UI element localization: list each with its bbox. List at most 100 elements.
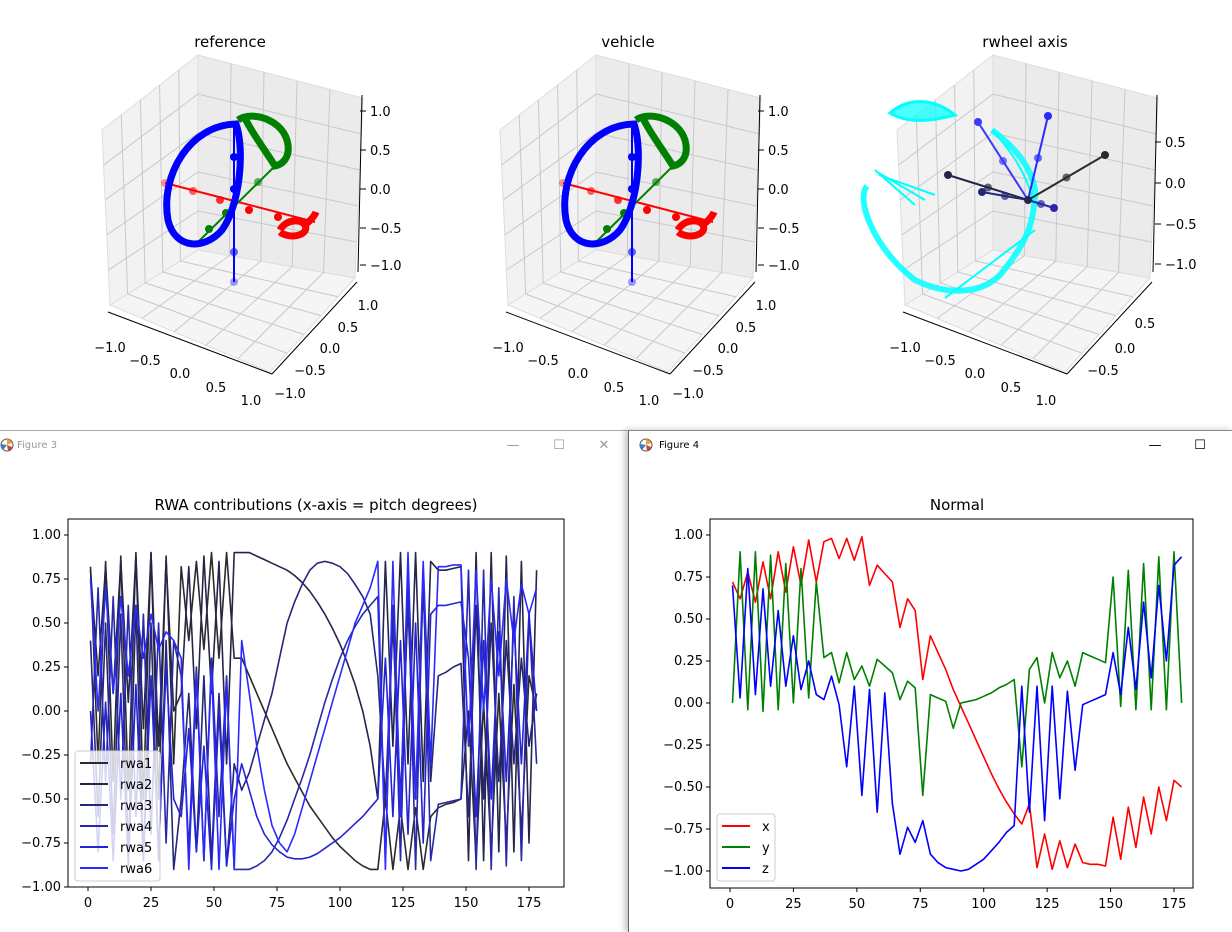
rwa-axis-point	[1034, 154, 1042, 162]
axis-point	[161, 179, 169, 187]
axis-point	[245, 206, 253, 214]
axis-point	[230, 278, 238, 286]
z-axis-line	[357, 94, 363, 273]
y-trace-loop	[633, 112, 690, 170]
y-tick-label: −0.5	[294, 364, 326, 379]
x-body-axis-line	[562, 182, 714, 223]
minimize-button[interactable]: —	[1148, 438, 1162, 453]
rwa-axis-point	[1050, 204, 1058, 212]
axis-point	[628, 153, 636, 161]
z-axis-line	[1152, 94, 1158, 273]
grid-line	[973, 69, 976, 262]
floor-pane	[108, 249, 356, 373]
rwa-axis-point	[978, 188, 986, 196]
axis-point	[628, 278, 636, 286]
grid-line	[934, 99, 941, 284]
axis-point	[216, 196, 224, 204]
grid-line	[108, 210, 357, 271]
axis-point	[230, 248, 238, 256]
z-tick-label: 0.5	[370, 144, 391, 159]
z-tick-label: −0.5	[768, 222, 800, 237]
axis-point	[189, 187, 197, 195]
grid-line	[968, 260, 1057, 333]
left-pane	[101, 53, 199, 306]
y-tick-label: 1.0	[756, 299, 777, 314]
y-tick-label: −0.5	[1087, 364, 1119, 379]
y-tick-label: 0.0	[320, 342, 341, 357]
axis-point	[230, 153, 238, 161]
grid-line	[1055, 72, 1060, 262]
x-tick-label: 0.0	[170, 367, 191, 382]
close-button[interactable]: ✕	[598, 438, 610, 453]
rwa-axis-line	[947, 174, 1029, 201]
minimize-button[interactable]: —	[506, 438, 520, 453]
axis-point	[205, 225, 213, 233]
rwa-axis-line	[1027, 115, 1049, 201]
x-tick-label: −0.5	[924, 354, 956, 369]
grid-line	[560, 271, 720, 317]
rwa-axis-point	[999, 157, 1007, 165]
x-tick-label: 1.0	[241, 394, 262, 409]
axis-point	[274, 213, 282, 221]
grid-line	[1118, 89, 1126, 273]
grid-line	[103, 93, 362, 166]
window-title: Figure 4	[659, 440, 700, 451]
rwa-axis-point	[1001, 192, 1009, 200]
rwa-axis-point	[1062, 173, 1071, 182]
figure-3-titlebar[interactable]: Figure 3 — ☐ ✕	[0, 431, 628, 461]
grid-line	[145, 282, 305, 335]
rwa-axis-point	[944, 171, 952, 179]
axis-point	[643, 206, 651, 214]
grid-line	[557, 84, 562, 273]
z-tick-label: −0.5	[1165, 218, 1197, 233]
axis-point	[559, 179, 567, 187]
origin-point	[1024, 196, 1032, 204]
rwa-axis-line	[981, 191, 1029, 201]
z-tick-label: −1.0	[370, 259, 402, 274]
y-tick-label: 0.5	[338, 321, 359, 336]
y-body-axis-line	[592, 165, 674, 246]
grid-line	[922, 293, 1083, 354]
axis-point	[620, 209, 628, 217]
grid-line	[1000, 266, 1088, 346]
x-axis-line	[902, 311, 1068, 375]
x-tick-label: 0.0	[568, 367, 589, 382]
x-tick-label: 0.0	[965, 367, 986, 382]
z-tick-label: −1.0	[768, 259, 800, 274]
grid-line	[957, 271, 1117, 317]
figure-4-titlebar[interactable]: Figure 4 — ☐	[629, 431, 1232, 461]
grid-line	[537, 99, 544, 284]
z-tick-label: 1.0	[768, 105, 789, 120]
x-tick-label: −1.0	[889, 341, 921, 356]
axis-point	[614, 196, 622, 204]
grid-line	[525, 293, 686, 354]
rwa-axis-line	[977, 121, 1029, 201]
grid-line	[578, 260, 737, 298]
y-trace-loop	[235, 112, 292, 170]
grid-line	[626, 63, 630, 256]
grid-line	[127, 293, 288, 354]
rwa-axis-point	[974, 118, 982, 126]
plot3d-0: reference−1.0−0.50.00.51.01.00.50.0−0.5−…	[94, 33, 401, 409]
axis-point	[652, 178, 660, 186]
rwa-axis-point	[1037, 200, 1045, 208]
z-tick-label: 0.5	[1165, 136, 1186, 151]
rwheel-trace-lower	[860, 127, 1039, 294]
y-tick-label: 1.0	[358, 299, 379, 314]
axis-point	[672, 213, 680, 221]
grid-line	[603, 266, 691, 346]
z-trace-loop	[561, 120, 642, 248]
y-tick-label: 0.5	[736, 321, 757, 336]
maximize-button[interactable]: ☐	[553, 438, 565, 453]
grid-line	[173, 260, 262, 333]
y-axis-line	[669, 281, 756, 375]
grid-line	[104, 132, 360, 201]
rwa-axis-point	[1101, 151, 1109, 159]
z-tick-label: 0.0	[768, 183, 789, 198]
z-tick-label: 0.0	[370, 183, 391, 198]
y-tick-label: 0.5	[1135, 317, 1156, 332]
grid-line	[898, 93, 1157, 166]
maximize-button[interactable]: ☐	[1194, 438, 1206, 453]
plot-title: reference	[194, 33, 266, 51]
x-body-axis-line	[164, 182, 316, 223]
